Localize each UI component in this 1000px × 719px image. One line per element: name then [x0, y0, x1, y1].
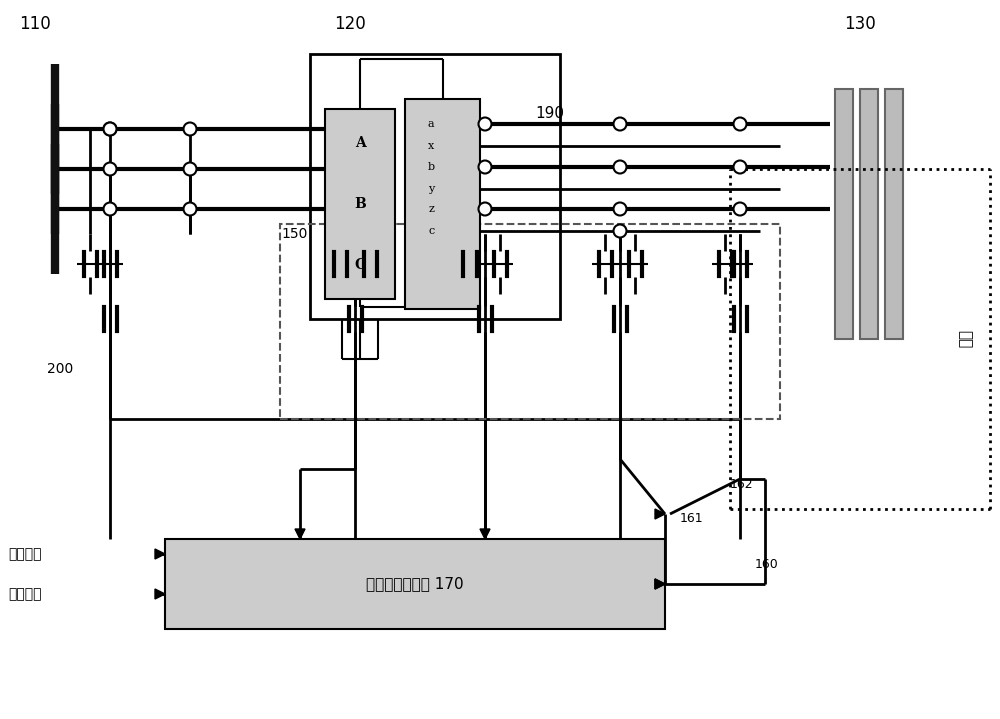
Text: 200: 200	[47, 362, 73, 376]
Bar	[165, 539, 665, 629]
Text: 161: 161	[680, 513, 704, 526]
Text: b: b	[428, 162, 435, 172]
Text: 参数整定: 参数整定	[8, 587, 42, 601]
Circle shape	[104, 162, 117, 175]
Polygon shape	[655, 509, 665, 519]
Text: 炉膛: 炉膛	[958, 330, 972, 348]
Circle shape	[479, 203, 492, 216]
Circle shape	[104, 203, 117, 216]
Circle shape	[614, 203, 626, 216]
Text: 无功潮流控制器 170: 无功潮流控制器 170	[366, 577, 464, 592]
Bar	[885, 89, 903, 339]
Circle shape	[734, 203, 746, 216]
Text: 150: 150	[282, 227, 308, 241]
Circle shape	[184, 122, 197, 135]
Circle shape	[479, 160, 492, 173]
Text: y: y	[428, 184, 434, 194]
Text: 测量变量: 测量变量	[8, 547, 42, 561]
Polygon shape	[155, 549, 165, 559]
Text: 190: 190	[536, 106, 564, 122]
Text: A: A	[355, 136, 365, 150]
Polygon shape	[155, 589, 165, 599]
Text: 162: 162	[730, 477, 754, 490]
Polygon shape	[655, 579, 665, 589]
Text: 120: 120	[334, 15, 366, 33]
Circle shape	[479, 117, 492, 131]
Circle shape	[104, 122, 117, 135]
Bar	[835, 89, 853, 339]
Circle shape	[614, 160, 626, 173]
Polygon shape	[480, 529, 490, 539]
Bar	[325, 109, 395, 299]
Circle shape	[734, 160, 746, 173]
Circle shape	[614, 224, 626, 237]
Bar	[405, 99, 480, 309]
Text: 130: 130	[844, 15, 876, 33]
Circle shape	[184, 203, 197, 216]
Circle shape	[734, 117, 746, 131]
Text: c: c	[428, 226, 434, 236]
Text: z: z	[428, 204, 434, 214]
Text: B: B	[354, 197, 366, 211]
Circle shape	[104, 122, 117, 135]
Text: C: C	[354, 258, 366, 272]
Bar	[280, 224, 780, 419]
Circle shape	[614, 117, 626, 131]
Text: 160: 160	[755, 557, 779, 570]
Circle shape	[184, 162, 197, 175]
Text: 110: 110	[19, 15, 51, 33]
Text: a: a	[428, 119, 435, 129]
Polygon shape	[295, 529, 305, 539]
Text: x: x	[428, 141, 434, 151]
Bar	[310, 54, 560, 319]
Polygon shape	[655, 579, 665, 589]
Bar	[860, 89, 878, 339]
